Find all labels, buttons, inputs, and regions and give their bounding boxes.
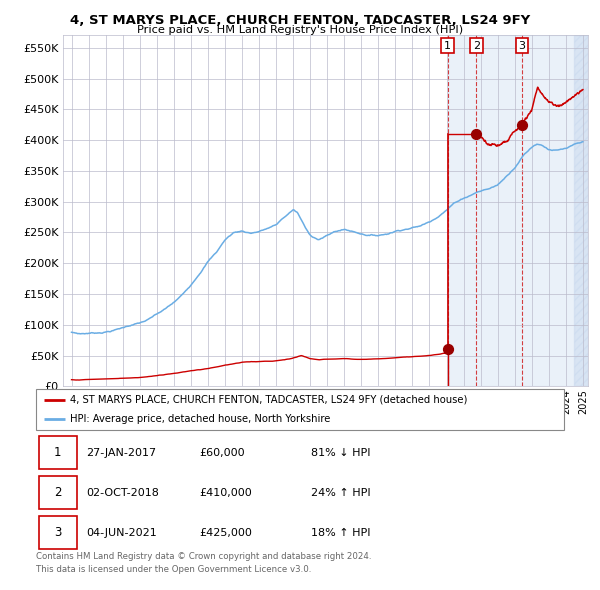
Text: 24% ↑ HPI: 24% ↑ HPI <box>311 488 370 497</box>
Text: 02-OCT-2018: 02-OCT-2018 <box>86 488 159 497</box>
Text: HPI: Average price, detached house, North Yorkshire: HPI: Average price, detached house, Nort… <box>70 414 331 424</box>
Bar <box>38 516 77 549</box>
Point <box>443 345 452 354</box>
Text: £60,000: £60,000 <box>200 448 245 457</box>
Text: This data is licensed under the Open Government Licence v3.0.: This data is licensed under the Open Gov… <box>36 565 311 574</box>
Text: Price paid vs. HM Land Registry's House Price Index (HPI): Price paid vs. HM Land Registry's House … <box>137 25 463 35</box>
Text: 1: 1 <box>444 41 451 51</box>
Text: £410,000: £410,000 <box>200 488 253 497</box>
Text: 04-JUN-2021: 04-JUN-2021 <box>86 528 157 537</box>
Text: £425,000: £425,000 <box>200 528 253 537</box>
Bar <box>38 436 77 469</box>
Text: 4, ST MARYS PLACE, CHURCH FENTON, TADCASTER, LS24 9FY: 4, ST MARYS PLACE, CHURCH FENTON, TADCAS… <box>70 14 530 27</box>
Text: 81% ↓ HPI: 81% ↓ HPI <box>311 448 370 457</box>
Text: 1: 1 <box>54 446 61 459</box>
Text: 4, ST MARYS PLACE, CHURCH FENTON, TADCASTER, LS24 9FY (detached house): 4, ST MARYS PLACE, CHURCH FENTON, TADCAS… <box>70 395 467 405</box>
Text: 2: 2 <box>54 486 61 499</box>
Text: 18% ↑ HPI: 18% ↑ HPI <box>311 528 370 537</box>
Bar <box>574 35 588 386</box>
Text: 27-JAN-2017: 27-JAN-2017 <box>86 448 156 457</box>
Text: 2: 2 <box>473 41 480 51</box>
Point <box>517 120 527 129</box>
Text: 3: 3 <box>54 526 61 539</box>
Bar <box>38 476 77 509</box>
Point <box>472 129 481 139</box>
Text: Contains HM Land Registry data © Crown copyright and database right 2024.: Contains HM Land Registry data © Crown c… <box>36 552 371 561</box>
Text: 3: 3 <box>518 41 526 51</box>
Bar <box>448 35 588 386</box>
